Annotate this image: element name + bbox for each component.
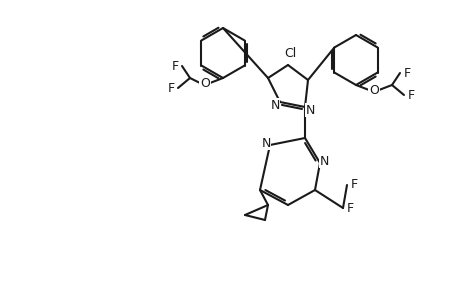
Text: N: N	[261, 136, 270, 149]
Text: N: N	[305, 103, 314, 116]
Text: F: F	[407, 88, 414, 101]
Text: F: F	[350, 178, 357, 191]
Text: F: F	[346, 202, 353, 214]
Text: N: N	[319, 154, 328, 167]
Text: F: F	[167, 82, 174, 94]
Text: F: F	[171, 59, 178, 73]
Text: O: O	[200, 76, 209, 89]
Text: O: O	[368, 83, 378, 97]
Text: F: F	[403, 67, 410, 80]
Text: Cl: Cl	[283, 46, 296, 59]
Text: N: N	[270, 98, 279, 112]
